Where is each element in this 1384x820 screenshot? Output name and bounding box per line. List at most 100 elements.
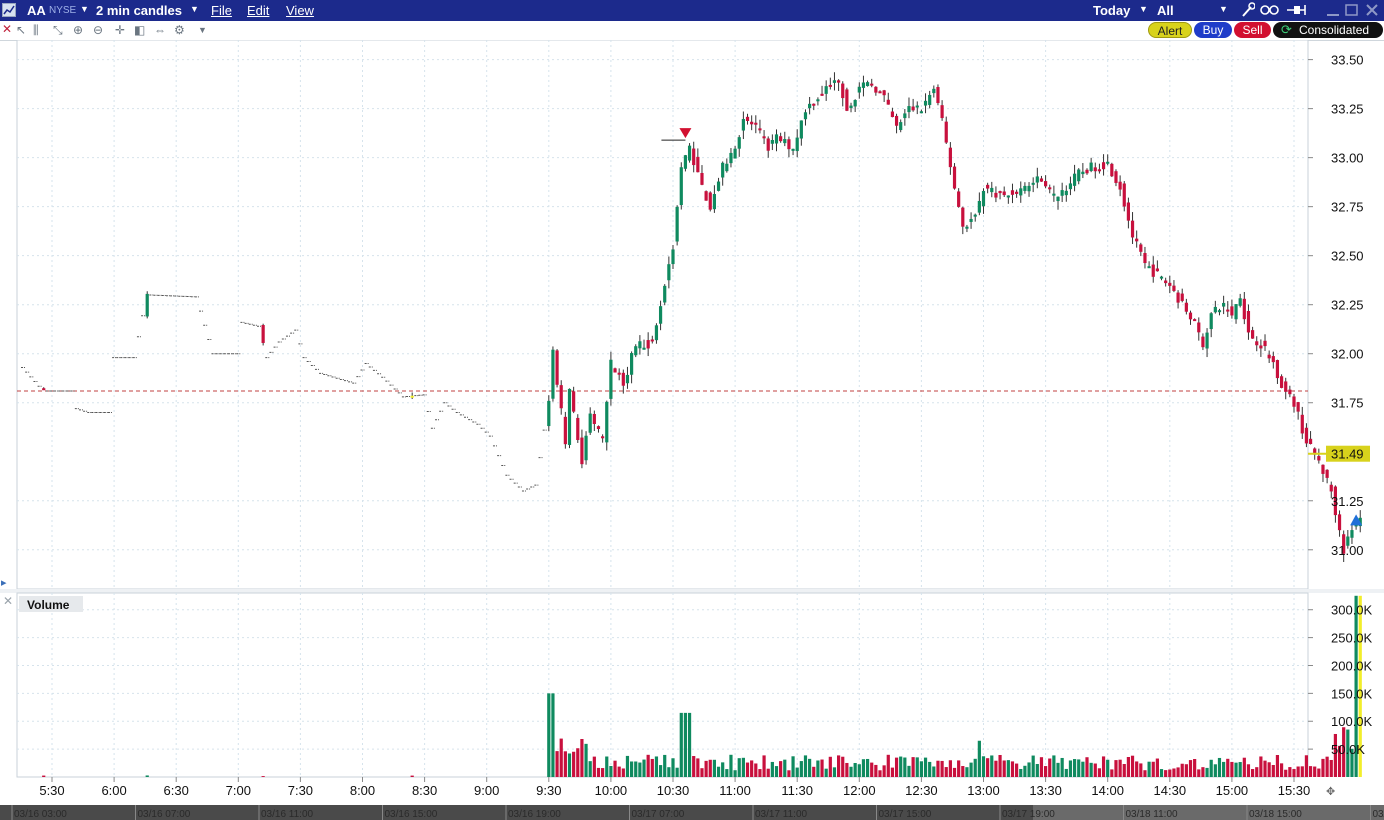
volume-bar (1143, 770, 1147, 777)
candle-icon[interactable]: ◧ (134, 23, 146, 37)
volume-bar (625, 755, 630, 777)
candle-body (1147, 266, 1151, 269)
close-icon[interactable] (1364, 2, 1380, 21)
candle-body (882, 90, 886, 96)
exchange-label[interactable]: NYSE (49, 5, 77, 16)
axis-scroll-icon[interactable]: ✥ (1326, 786, 1335, 798)
volume-bar (1300, 766, 1304, 777)
filter-dropdown-icon[interactable]: ▼ (1219, 4, 1228, 14)
candle-body (584, 435, 588, 461)
price-tick-label: 33.50 (1331, 53, 1364, 68)
volume-bar (1027, 762, 1031, 777)
candle-body (936, 87, 940, 104)
app-chart-icon[interactable] (2, 3, 16, 20)
scroll-icon[interactable]: ⇔ (154, 23, 166, 37)
volume-bar (1106, 759, 1110, 777)
candle-body (1089, 162, 1093, 172)
wrench-icon[interactable] (1241, 2, 1256, 21)
sell-button[interactable]: Sell (1234, 22, 1271, 38)
range-dropdown-icon[interactable]: ▼ (1139, 4, 1148, 14)
panel-divider[interactable] (0, 589, 1384, 593)
volume-bar (1209, 759, 1213, 777)
interval-dropdown-icon[interactable]: ▼ (190, 4, 199, 14)
volume-bar (837, 755, 841, 777)
candle-body (617, 372, 621, 375)
volume-label-box (19, 596, 83, 612)
candle-body (1159, 276, 1164, 279)
volume-bar (841, 756, 845, 777)
buy-marker (1350, 514, 1363, 526)
candle-body (762, 136, 766, 139)
candle-body (716, 181, 721, 191)
close-volume-icon[interactable]: ✕ (3, 594, 13, 608)
volume-bar (559, 738, 563, 777)
menu-file[interactable]: File (211, 3, 232, 18)
pointer-icon[interactable]: ↖ (16, 23, 27, 37)
candle-body (1317, 456, 1321, 461)
symbol-label[interactable]: AA (27, 3, 46, 18)
candle-body (750, 121, 754, 125)
volume-panel[interactable]: Volume 300.0K 250.0K 200.0K 150.0K 100.0K 50.… (16, 592, 1373, 778)
volume-bar (617, 766, 621, 777)
consolidated-toggle[interactable]: Consolidated (1273, 22, 1383, 38)
candle-body (663, 285, 667, 303)
candle-body (1135, 238, 1139, 242)
panel-handle-icon[interactable]: ▸ (1, 577, 7, 589)
filter-dropdown[interactable]: All (1157, 3, 1174, 18)
zoom-in-icon[interactable]: ⊕ (73, 23, 84, 37)
time-tick-label: 15:00 (1216, 783, 1249, 798)
candle-body (1118, 181, 1122, 190)
candle-body (1176, 292, 1180, 303)
maximize-icon[interactable] (1344, 2, 1360, 21)
toolbar-more-icon[interactable]: ▼ (198, 25, 207, 35)
candle-body (1002, 191, 1006, 196)
interval-dropdown[interactable]: 2 min candles (96, 3, 182, 18)
volume-bar (1151, 761, 1155, 777)
volume-bar (969, 762, 973, 777)
volume-bar (658, 765, 663, 777)
time-tick-label: 8:30 (412, 783, 437, 798)
candle-body (671, 249, 675, 265)
minimize-icon[interactable] (1325, 2, 1341, 21)
candle-body (886, 99, 890, 105)
pin-icon[interactable] (1285, 2, 1309, 21)
range-dropdown[interactable]: Today (1093, 3, 1131, 18)
price-axis: 33.50 33.25 33.00 32.75 32.50 32.25 32.00 31.75… (1308, 53, 1364, 558)
settings-icon[interactable]: ⚙ (174, 23, 185, 37)
volume-bar (928, 761, 932, 777)
price-panel[interactable]: 33.50 33.25 33.00 32.75 32.50 32.25 32.00 31.75… (16, 40, 1370, 590)
candle-body (1126, 202, 1130, 221)
time-tick-label: 9:30 (536, 783, 561, 798)
zoom-out-icon[interactable]: ⊖ (93, 23, 104, 37)
buy-button[interactable]: Buy (1194, 22, 1232, 38)
date-navigator-window[interactable] (1033, 805, 1384, 820)
time-tick-label: 10:00 (595, 783, 628, 798)
draw-tool-icon[interactable]: ⤡ (53, 23, 63, 37)
volume-bar (584, 743, 588, 777)
volume-bar (700, 768, 704, 777)
alert-button[interactable]: Alert (1148, 22, 1192, 38)
close-chart-icon[interactable]: ✕ (2, 22, 13, 36)
candle-body (1230, 306, 1234, 316)
candle-body (1180, 293, 1184, 301)
volume-bar (1222, 761, 1226, 777)
exchange-dropdown-icon[interactable]: ▼ (80, 4, 89, 14)
last-price-tag (1326, 445, 1370, 462)
date-strip-label: 03/18 11:00 (1126, 809, 1179, 820)
candle-body (1255, 341, 1259, 346)
crosshair-icon[interactable]: ✛ (115, 23, 126, 37)
volume-bar (957, 760, 961, 777)
candle-body (783, 139, 787, 144)
candle-body (1122, 183, 1126, 207)
bar-style-icon[interactable]: ⫼ (33, 23, 39, 37)
candle-body (1184, 302, 1188, 312)
menu-view[interactable]: View (286, 3, 314, 18)
time-tick-label: 12:30 (905, 783, 938, 798)
link-icon[interactable] (1258, 2, 1282, 21)
time-tick-label: 10:30 (657, 783, 690, 798)
volume-bar (410, 775, 414, 777)
volume-bar (1230, 761, 1234, 777)
candle-body (261, 325, 265, 343)
menu-edit[interactable]: Edit (247, 3, 270, 18)
candle-body (808, 103, 812, 109)
